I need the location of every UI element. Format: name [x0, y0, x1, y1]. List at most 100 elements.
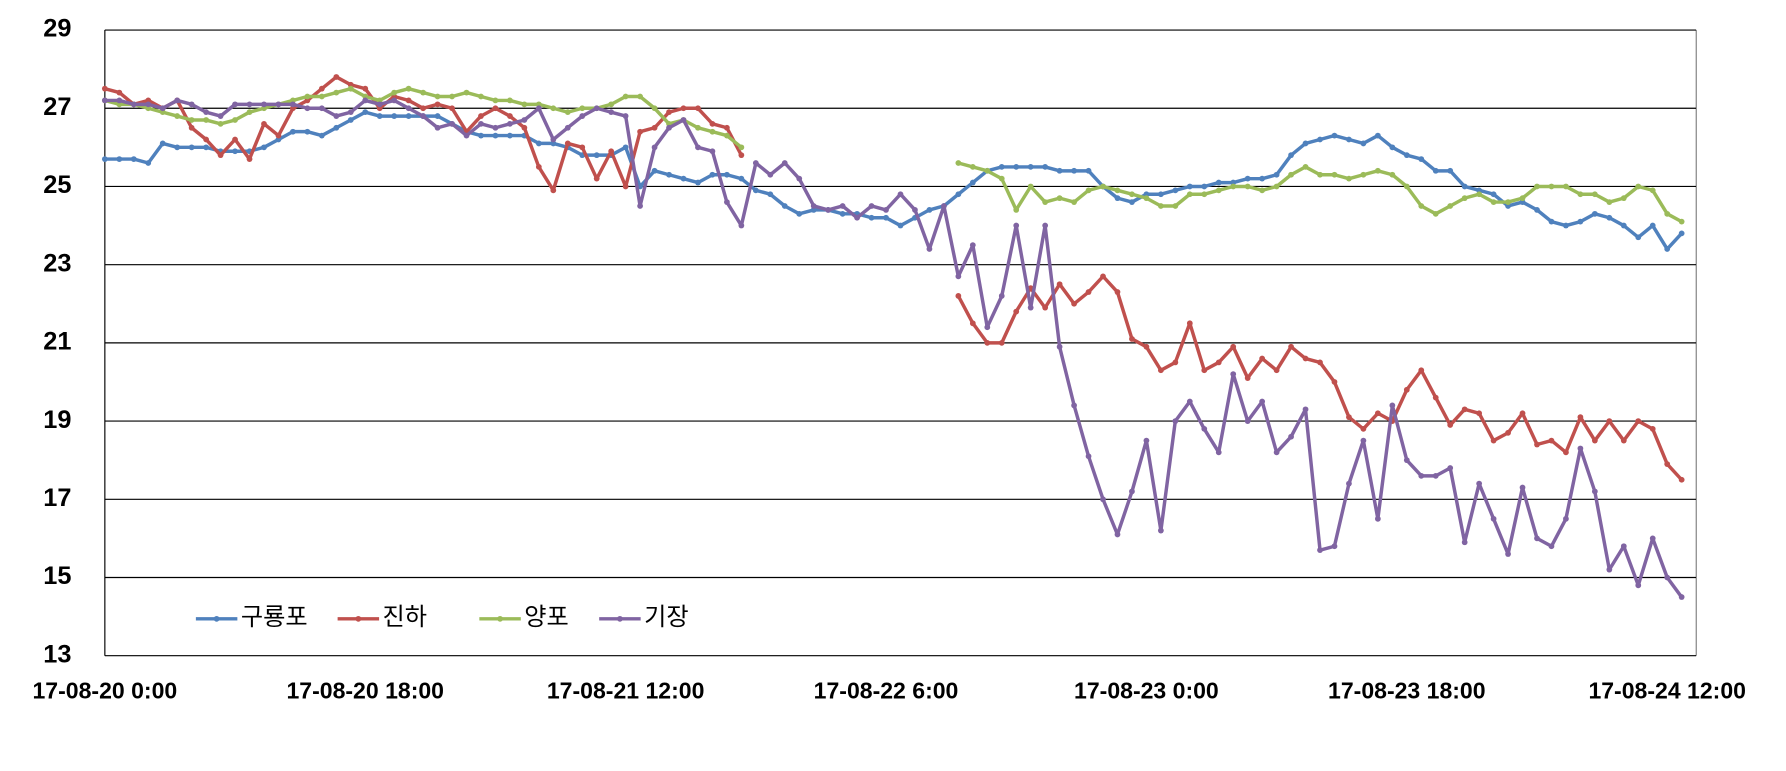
point: [1244, 375, 1251, 381]
point: [434, 124, 441, 131]
point: [1259, 175, 1266, 182]
point: [1085, 187, 1092, 194]
point: [1591, 210, 1598, 217]
point: [724, 124, 730, 131]
point: [449, 93, 455, 100]
point: [666, 171, 672, 178]
point: [521, 117, 528, 123]
point: [376, 101, 383, 108]
point: [1215, 187, 1222, 194]
point: [507, 132, 513, 139]
point: [1461, 183, 1468, 190]
point: [1157, 367, 1164, 374]
point: [550, 187, 557, 194]
point: [362, 97, 369, 104]
point: [1013, 164, 1020, 170]
point: [1505, 429, 1511, 436]
point: [1186, 398, 1193, 405]
point: [101, 156, 108, 162]
point: [825, 207, 832, 213]
point: [1129, 199, 1135, 205]
y-tick-label: 13: [43, 640, 71, 668]
point: [1548, 183, 1555, 190]
y-tick-label: 19: [43, 406, 71, 434]
point: [463, 89, 470, 96]
point: [507, 113, 513, 119]
legend-marker: [497, 615, 503, 622]
point: [478, 113, 484, 119]
point: [637, 93, 643, 100]
point: [391, 113, 398, 119]
point: [116, 89, 123, 96]
point: [1360, 437, 1367, 444]
point: [434, 113, 441, 119]
point: [232, 101, 238, 108]
point: [203, 109, 209, 116]
point: [839, 210, 846, 217]
point: [347, 117, 354, 123]
point: [535, 164, 542, 170]
point: [883, 207, 889, 213]
point: [1606, 566, 1613, 573]
point: [478, 93, 484, 100]
point: [781, 203, 788, 209]
legend-marker: [355, 615, 362, 622]
point: [1288, 343, 1294, 350]
point: [1201, 191, 1208, 198]
point: [203, 136, 209, 143]
point: [1490, 515, 1497, 522]
point: [420, 113, 426, 119]
legend-marker: [213, 615, 220, 622]
point: [507, 120, 513, 127]
point: [1664, 574, 1671, 581]
y-tick-label: 23: [43, 249, 71, 277]
point: [1186, 191, 1193, 198]
point: [752, 187, 759, 194]
point: [1534, 207, 1540, 213]
point: [695, 124, 701, 131]
x-tick-label: 17-08-20 0:00: [33, 678, 178, 704]
point: [926, 207, 933, 213]
point: [1042, 304, 1049, 311]
point: [1273, 183, 1280, 190]
point: [463, 132, 470, 139]
point: [1606, 199, 1613, 205]
point: [1360, 140, 1367, 147]
point: [478, 132, 484, 139]
x-tick-label: 17-08-21 12:00: [547, 678, 705, 704]
point: [738, 222, 745, 229]
point: [1664, 210, 1671, 217]
point: [1273, 449, 1280, 456]
point: [434, 101, 441, 108]
point: [521, 101, 528, 108]
point: [969, 242, 976, 248]
point: [854, 214, 860, 221]
point: [1042, 164, 1049, 170]
point: [1432, 394, 1439, 401]
point: [593, 152, 600, 159]
point: [1346, 175, 1352, 182]
point: [1374, 132, 1381, 139]
point: [1056, 195, 1063, 202]
point: [1114, 187, 1121, 194]
point: [217, 113, 224, 119]
point: [1447, 465, 1454, 471]
point: [998, 164, 1005, 170]
point: [217, 152, 224, 159]
point: [680, 175, 687, 182]
point: [868, 203, 875, 209]
point: [912, 207, 918, 213]
point: [232, 136, 238, 143]
point: [1071, 402, 1077, 409]
point: [1027, 164, 1034, 170]
point: [1027, 183, 1034, 190]
point: [347, 85, 354, 92]
point: [955, 273, 962, 280]
point: [1317, 359, 1323, 366]
point: [449, 120, 455, 127]
point: [810, 203, 817, 209]
point: [752, 160, 759, 166]
y-tick-label: 15: [43, 562, 71, 590]
point: [1490, 191, 1497, 198]
point: [1389, 144, 1396, 151]
